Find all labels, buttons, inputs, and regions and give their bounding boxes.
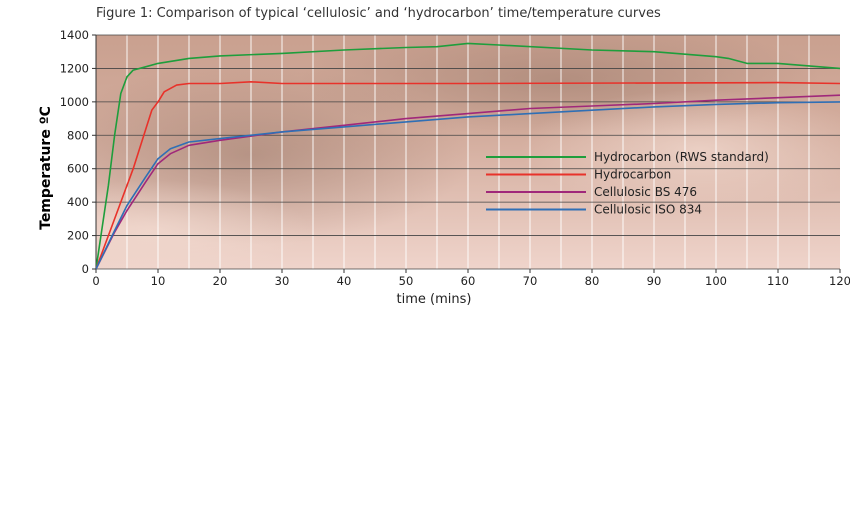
x-tick-label: 80 [585, 274, 600, 288]
x-tick-label: 120 [829, 274, 850, 288]
legend-label: Hydrocarbon (RWS standard) [594, 150, 769, 164]
x-axis-label: time (mins) [397, 292, 472, 307]
axes: 0 200 400 600 800 1000 1200 1400 0 10 20 30 40 50 60 70… [60, 28, 850, 288]
y-tick-label: 1400 [60, 28, 89, 42]
x-tick-label: 50 [399, 274, 414, 288]
legend: Hydrocarbon (RWS standard) Hydrocarbon Cel… [486, 150, 769, 217]
x-tick-label: 40 [337, 274, 352, 288]
legend-label: Cellulosic BS 476 [594, 185, 697, 199]
x-tick-label: 60 [461, 274, 476, 288]
series-line-2 [96, 81, 840, 269]
legend-label: Hydrocarbon [594, 168, 671, 182]
y-tick-label: 1200 [60, 61, 89, 75]
y-tick-label: 400 [67, 195, 89, 209]
y-tick-label: 600 [67, 162, 89, 176]
series-line-4 [96, 101, 840, 269]
y-tick-label: 0 [82, 262, 89, 276]
chart-title: Figure 1: Comparison of typical ‘cellulo… [96, 6, 661, 21]
y-axis-label: Temperature ºC [38, 106, 54, 230]
x-tick-label: 110 [767, 274, 789, 288]
series-lines [96, 42, 840, 269]
grid [96, 34, 840, 270]
x-tick-label: 90 [647, 274, 662, 288]
series-line-1 [96, 42, 840, 269]
y-tick-label: 800 [67, 128, 89, 142]
x-tick-label: 30 [275, 274, 290, 288]
y-tick-label: 1000 [60, 95, 89, 109]
legend-label: Cellulosic ISO 834 [594, 203, 702, 217]
x-tick-label: 0 [92, 274, 99, 288]
x-tick-label: 10 [151, 274, 166, 288]
y-tick-label: 200 [67, 229, 89, 243]
x-tick-label: 100 [705, 274, 727, 288]
x-tick-label: 70 [523, 274, 538, 288]
x-tick-label: 20 [213, 274, 228, 288]
